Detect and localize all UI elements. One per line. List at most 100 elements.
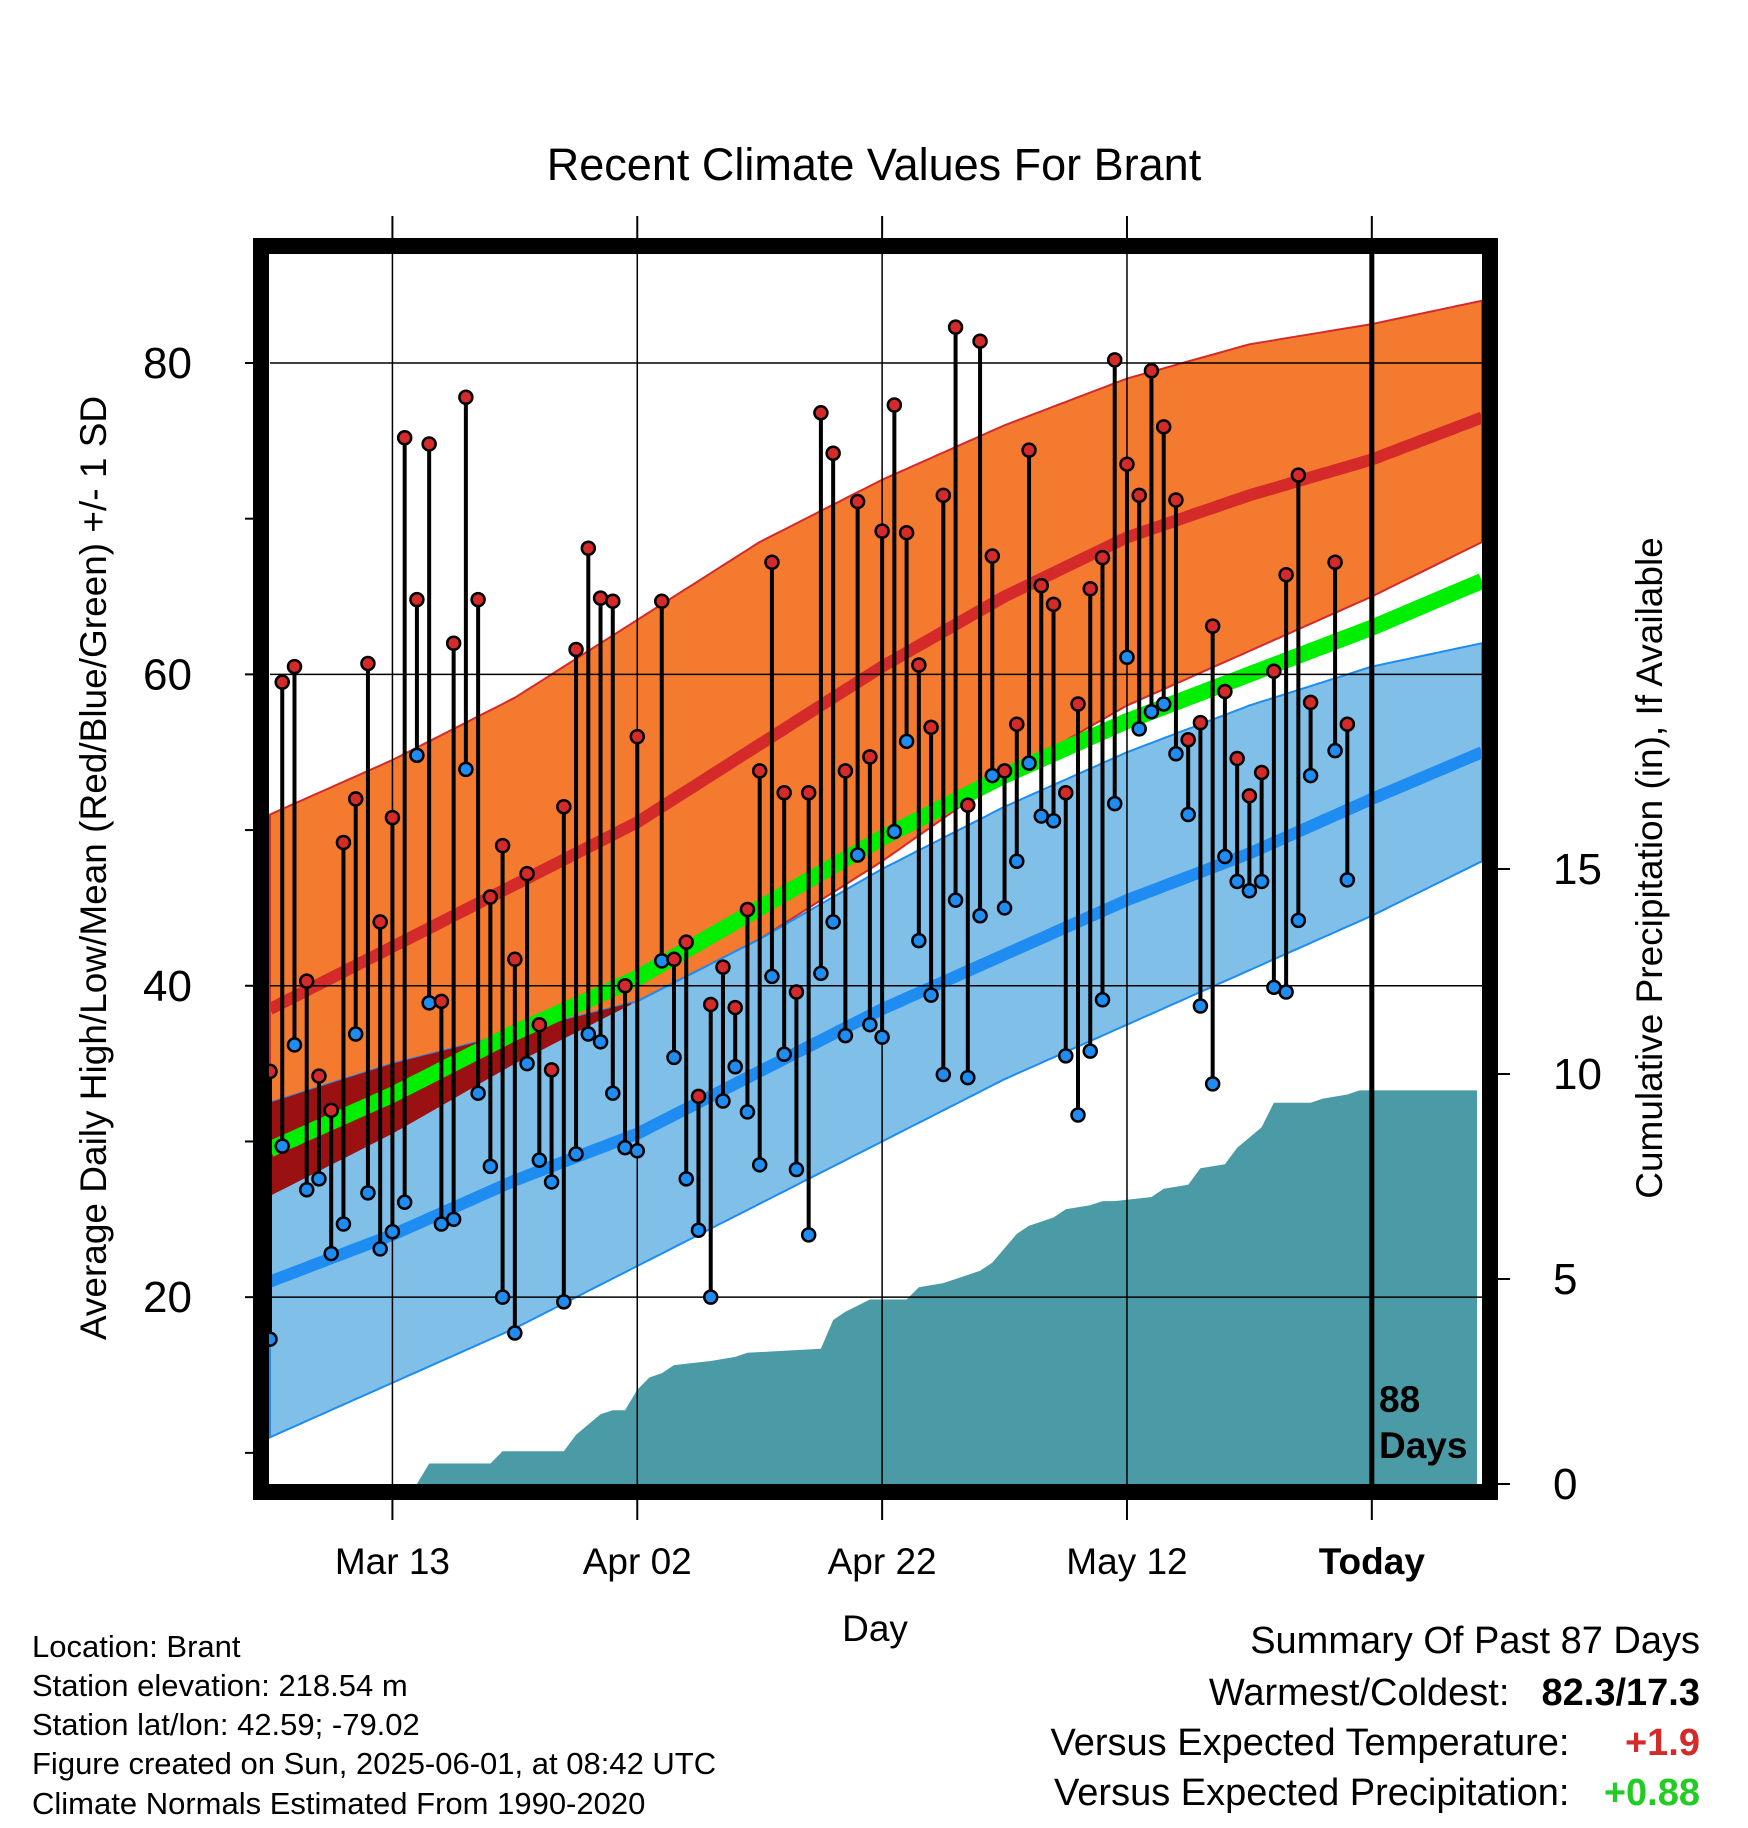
daily-low-point [666, 1049, 682, 1066]
band-overlap [270, 1002, 632, 1196]
summary-temperature-label: Versus Expected Temperature: [1050, 1722, 1570, 1764]
daily-low-point [1229, 873, 1245, 890]
daily-low-point [323, 1245, 339, 1262]
daily-high-point [690, 1088, 707, 1105]
daily-low-point [298, 1181, 315, 1198]
info-created: Figure created on Sun, 2025-06-01, at 08… [32, 1746, 717, 1781]
daily-high-point [666, 951, 682, 968]
high-normal-line [267, 411, 1485, 1015]
daily-high-point [960, 797, 976, 813]
x-axis-label: Day [842, 1608, 908, 1649]
daily-high-point [739, 901, 756, 918]
daily-low-point [286, 1037, 303, 1053]
daily-low-point [421, 995, 437, 1011]
daily-high-point [972, 333, 988, 349]
summary-temperature-value: +1.9 [1624, 1722, 1700, 1764]
daily-high-point [1155, 419, 1172, 435]
y2-axis-label: Cumulative Precipitation (in), If Availa… [1629, 537, 1670, 1199]
daily-low-point [923, 987, 939, 1003]
daily-high-point [433, 993, 450, 1010]
daily-high-point [862, 749, 878, 765]
daily-high-point [886, 397, 903, 413]
daily-low-point [911, 932, 927, 949]
daily-low-point [1106, 795, 1123, 812]
daily-low-point [874, 1029, 890, 1045]
daily-high-point [874, 523, 890, 539]
summary-title: Summary Of Past 87 Days [1250, 1620, 1700, 1662]
daily-high-point [592, 590, 609, 606]
daily-low-point [458, 761, 474, 778]
x-tick-label: Today [1319, 1541, 1426, 1582]
y2-tick-label: 5 [1553, 1255, 1577, 1304]
daily-low-point [519, 1055, 535, 1072]
y-tick-label: 20 [143, 1273, 192, 1322]
daily-low-point [702, 1289, 719, 1305]
daily-low-point [347, 1026, 364, 1042]
daily-high-point [702, 996, 719, 1013]
daily-high-point [1033, 577, 1050, 594]
y-tick-label: 60 [143, 650, 192, 699]
daily-high-point [1168, 492, 1184, 508]
daily-high-point [421, 436, 437, 452]
daily-high-point [531, 1016, 548, 1033]
y2-tick-label: 15 [1553, 845, 1602, 894]
daily-low-point [396, 1194, 413, 1210]
daily-high-point [519, 865, 535, 882]
daily-high-point [800, 784, 817, 801]
daily-low-point [1217, 848, 1233, 865]
daily-high-point [1241, 788, 1258, 804]
daily-low-point [311, 1171, 327, 1187]
daily-low-point [556, 1294, 572, 1310]
daily-low-point [1058, 1048, 1074, 1064]
daily-low-point [1070, 1107, 1086, 1123]
daily-low-point [764, 968, 780, 985]
daily-high-point [409, 591, 425, 608]
daily-high-point [1278, 566, 1294, 583]
daily-high-point [654, 593, 670, 609]
daily-high-point [396, 429, 413, 446]
x-tick-label: Mar 13 [335, 1541, 450, 1582]
daily-high-point [788, 984, 805, 1000]
daily-high-point [1021, 442, 1037, 458]
daily-low-point [592, 1034, 609, 1050]
x-tick-label: Apr 02 [583, 1541, 692, 1582]
daily-high-point [1217, 683, 1233, 700]
daily-low-point [825, 914, 841, 930]
daily-high-point [494, 837, 511, 854]
daily-low-point [776, 1046, 792, 1063]
daily-high-point [1106, 352, 1123, 368]
today-days-label: Days [1379, 1425, 1467, 1466]
info-normals: Climate Normals Estimated From 1990-2020 [32, 1786, 646, 1821]
daily-high-point [470, 591, 486, 608]
daily-low-point [690, 1222, 707, 1238]
daily-high-point [274, 674, 290, 690]
daily-low-point [898, 733, 915, 750]
cumulative-precipitation-area [270, 1090, 1477, 1484]
daily-high-point [1143, 363, 1160, 379]
daily-low-point [1253, 873, 1270, 890]
daily-high-point [556, 798, 572, 815]
daily-high-point [1058, 784, 1074, 801]
axes: 20 40 60 80 0 5 10 15 Mar 13 Apr 02 Apr 22 May 12 To… [143, 216, 1602, 1582]
daily-low-point [360, 1185, 376, 1201]
chart-title: Recent Climate Values For Brant [547, 139, 1202, 190]
x-tick-label: Apr 22 [828, 1541, 937, 1582]
x-tick-label: May 12 [1066, 1541, 1187, 1582]
daily-high-point [580, 540, 597, 557]
daily-high-point [1204, 618, 1221, 634]
daily-low-point [384, 1224, 401, 1240]
daily-high-point [1119, 456, 1135, 472]
daily-high-point [1094, 549, 1111, 566]
summary-precipitation-value: +0.88 [1603, 1772, 1700, 1814]
daily-low-point [1204, 1076, 1221, 1092]
daily-high-point [1180, 732, 1196, 748]
daily-low-point [739, 1104, 756, 1120]
daily-low-point [1168, 746, 1184, 762]
daily-high-point [947, 319, 964, 335]
daily-high-point [445, 635, 462, 651]
daily-high-point [1266, 663, 1282, 680]
daily-high-point [1070, 696, 1086, 712]
y2-tick-label: 0 [1553, 1460, 1577, 1509]
daily-low-point [1339, 872, 1356, 888]
